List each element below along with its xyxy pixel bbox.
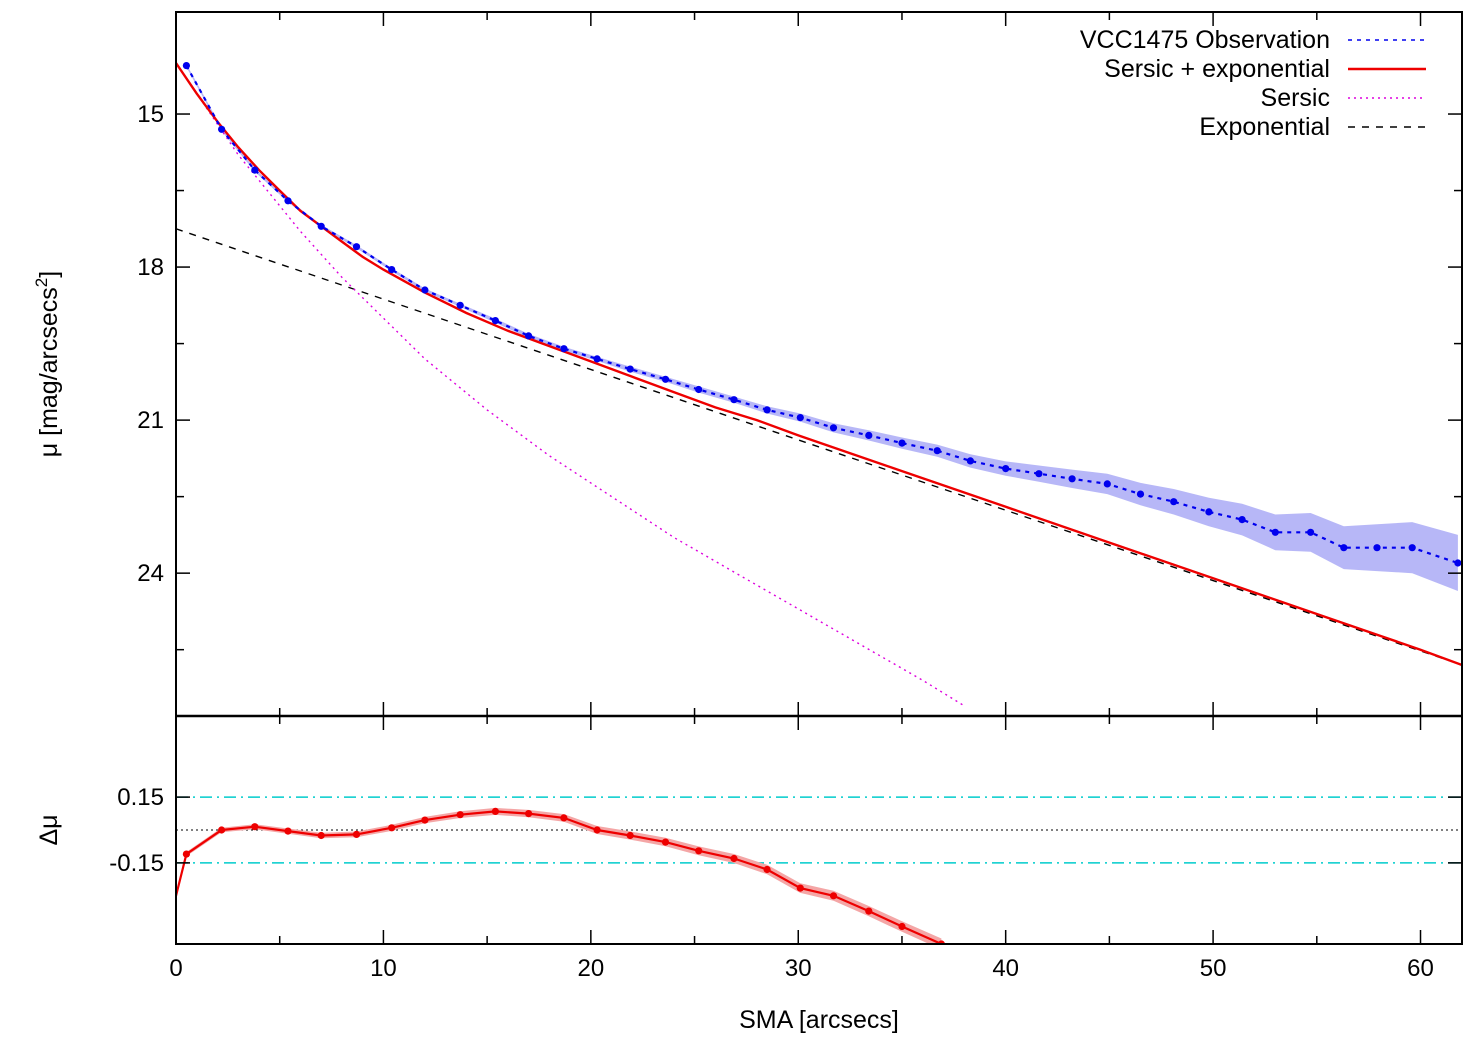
observation-point xyxy=(1068,475,1076,483)
top-panel-plot xyxy=(176,62,1462,707)
residual-point xyxy=(865,907,873,915)
y-tick-label: 24 xyxy=(137,560,164,587)
y-tick-label: 18 xyxy=(137,254,164,281)
observation-point xyxy=(1271,528,1279,536)
observation-point xyxy=(1373,544,1381,552)
residual-point xyxy=(695,847,703,855)
y-axis-title-end: ] xyxy=(35,271,63,278)
y-axis-title: μ [mag/arcsecs2] xyxy=(32,271,63,457)
observation-point xyxy=(1340,544,1348,552)
residual-point xyxy=(284,827,292,835)
x-axis-title: SMA [arcsecs] xyxy=(739,1006,899,1034)
observation-point xyxy=(421,286,429,294)
observation-point xyxy=(352,243,361,251)
residual-point xyxy=(182,850,190,858)
y-tick-label: 15 xyxy=(137,101,164,128)
residual-point xyxy=(388,824,396,832)
residual-panel-plot xyxy=(176,796,1462,944)
observation-point xyxy=(695,385,703,394)
observation-point xyxy=(284,197,292,205)
y-tick-label: 21 xyxy=(137,407,164,434)
observation-point xyxy=(317,222,325,230)
residual-point xyxy=(456,811,464,819)
observation-point xyxy=(661,375,670,383)
observation-point xyxy=(966,457,975,465)
observation-point xyxy=(626,365,634,373)
observation-point xyxy=(865,431,873,439)
x-tick-label: 30 xyxy=(785,955,812,982)
y-axis-title-main: μ [mag/arcsecs xyxy=(35,287,63,457)
observation-point xyxy=(525,332,533,340)
x-tick-label: 20 xyxy=(577,955,604,982)
residual-point xyxy=(730,854,738,863)
x-tick-label: 60 xyxy=(1407,955,1434,982)
residual-point xyxy=(763,865,771,874)
y-axis-title-superscript: 2 xyxy=(32,278,51,287)
legend-label: Sersic + exponential xyxy=(1104,55,1330,83)
plot-frame xyxy=(175,11,1463,945)
observation-point xyxy=(388,266,396,274)
residual-point xyxy=(218,826,226,834)
observation-point xyxy=(560,345,568,353)
observation-point xyxy=(1103,480,1111,488)
residual-y-tick-label: -0.15 xyxy=(109,850,164,877)
observation-point xyxy=(1307,528,1315,536)
residual-point xyxy=(898,922,906,931)
residual-point xyxy=(829,892,838,900)
axes: 15 18 21 24 0 10 20 30 40 50 60 0.15 -0.15 μ [mag/arc… xyxy=(32,11,1463,1034)
observation-point xyxy=(593,355,601,363)
x-tick-label: 10 xyxy=(370,955,397,982)
observation-point xyxy=(763,406,771,414)
observation-line xyxy=(185,65,1459,565)
legend-label: VCC1475 Observation xyxy=(1080,26,1330,54)
residual-point xyxy=(251,823,259,831)
observation-point xyxy=(1205,508,1213,516)
observation-point xyxy=(218,125,226,133)
residual-line xyxy=(176,810,942,944)
legend-label: Exponential xyxy=(1199,113,1330,141)
x-tick-label: 50 xyxy=(1200,955,1227,982)
observation-point xyxy=(1238,516,1246,524)
observation-point xyxy=(1035,470,1043,478)
residual-y-axis-title: Δμ xyxy=(35,814,63,845)
residual-point xyxy=(352,830,361,839)
observation-point xyxy=(898,439,906,447)
residual-point xyxy=(560,814,568,822)
residual-point xyxy=(661,838,670,846)
observation-point xyxy=(829,424,838,432)
observation-error-band xyxy=(186,64,1458,591)
observation-point xyxy=(933,447,941,455)
exponential-line xyxy=(176,228,1462,666)
x-tick-label: 0 xyxy=(169,955,182,982)
sersic-line xyxy=(176,62,965,707)
residual-point xyxy=(491,807,499,816)
residual-point xyxy=(593,826,601,834)
observation-point xyxy=(456,301,464,309)
residual-point xyxy=(317,831,325,840)
x-tick-label: 40 xyxy=(992,955,1019,982)
observation-point xyxy=(1002,465,1010,473)
observation-point xyxy=(1170,498,1178,506)
residual-point xyxy=(525,810,533,818)
observation-point xyxy=(796,414,804,422)
sersic-exponential-line xyxy=(176,62,1462,667)
legend-label: Sersic xyxy=(1261,84,1330,112)
observation-point xyxy=(491,317,499,325)
residual-point xyxy=(421,816,429,824)
residual-point xyxy=(626,831,634,840)
observation-point xyxy=(1408,544,1416,552)
observation-point xyxy=(1454,559,1462,567)
residual-y-tick-label: 0.15 xyxy=(117,784,164,811)
observation-point xyxy=(182,62,190,70)
observation-point xyxy=(1136,490,1145,498)
residual-point xyxy=(796,884,804,892)
observation-point xyxy=(251,166,259,174)
observation-point xyxy=(730,396,738,404)
